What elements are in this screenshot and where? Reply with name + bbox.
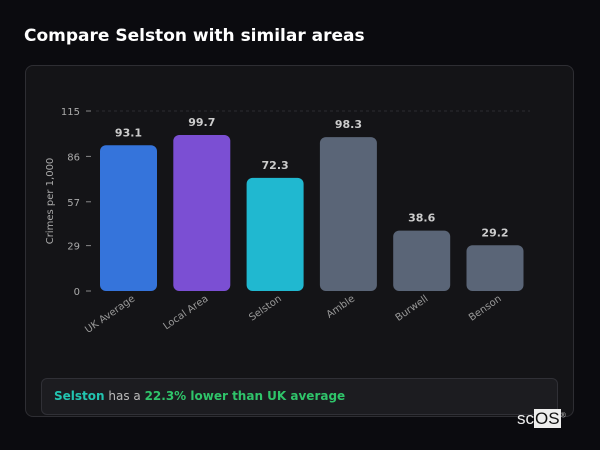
y-axis-label: Crimes per 1,000 — [45, 158, 56, 245]
insight-comparison: 22.3% lower than UK average — [144, 389, 346, 403]
insight-text: has a — [104, 389, 145, 403]
bar — [100, 145, 157, 291]
data-label: 99.7 — [188, 116, 215, 129]
x-tick-label: UK Average — [83, 293, 137, 335]
bar — [173, 134, 231, 291]
x-tick-label: Benson — [467, 293, 504, 323]
data-label: 72.3 — [262, 159, 289, 172]
data-label: 29.2 — [481, 226, 508, 239]
x-tick-label: Amble — [325, 293, 357, 320]
logo: scOS® — [517, 409, 566, 428]
bar — [246, 177, 304, 291]
y-tick-label: 0 — [74, 287, 80, 298]
page-title: Compare Selston with similar areas — [24, 26, 365, 46]
x-tick-label: Local Area — [162, 293, 211, 332]
y-tick-label: 86 — [67, 152, 80, 163]
bar — [319, 137, 377, 291]
data-label: 93.1 — [115, 126, 142, 139]
x-tick-label: Selston — [247, 293, 284, 323]
x-tick-label: Burwell — [394, 293, 431, 323]
insight-box: Selston has a 22.3% lower than UK averag… — [41, 378, 558, 415]
bar — [466, 245, 524, 291]
data-label: 98.3 — [335, 118, 362, 131]
y-tick-label: 57 — [67, 198, 80, 209]
bar — [393, 230, 451, 291]
data-label: 38.6 — [408, 212, 435, 225]
y-tick-label: 115 — [61, 107, 80, 118]
y-tick-label: 29 — [67, 242, 80, 253]
insight-area: Selston — [54, 389, 105, 403]
